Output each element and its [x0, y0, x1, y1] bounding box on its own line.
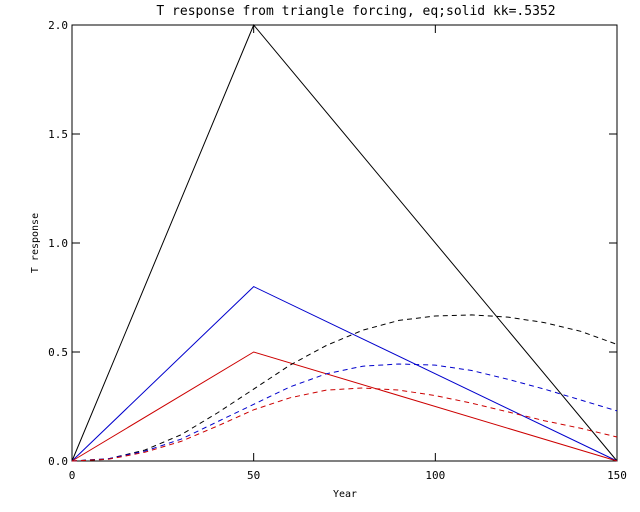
x-tick-label: 0 [69, 469, 76, 482]
series-line-4 [71, 363, 618, 462]
y-tick-label: 1.5 [48, 128, 68, 141]
y-axis-label: T response [30, 213, 41, 273]
series-line-1 [71, 285, 618, 462]
series-line-2 [71, 351, 618, 462]
x-axis: 0 50 100 150 [69, 25, 627, 482]
series-line-3 [71, 314, 618, 462]
y-tick-label: 2.0 [48, 19, 68, 32]
y-axis: 0.0 0.5 1.0 1.5 2.0 [48, 19, 617, 468]
chart-title: T response from triangle forcing, eq;sol… [156, 4, 555, 19]
plot-frame [71, 24, 618, 462]
y-tick-label: 1.0 [48, 237, 68, 250]
plot-area [71, 24, 618, 462]
series-line-5 [71, 387, 618, 462]
x-tick-label: 150 [607, 469, 627, 482]
y-tick-label: 0.5 [48, 346, 68, 359]
x-axis-label: Year [333, 489, 357, 500]
y-tick-label: 0.0 [48, 455, 68, 468]
x-tick-label: 100 [425, 469, 445, 482]
x-tick-label: 50 [247, 469, 260, 482]
series-line-0 [71, 24, 618, 462]
